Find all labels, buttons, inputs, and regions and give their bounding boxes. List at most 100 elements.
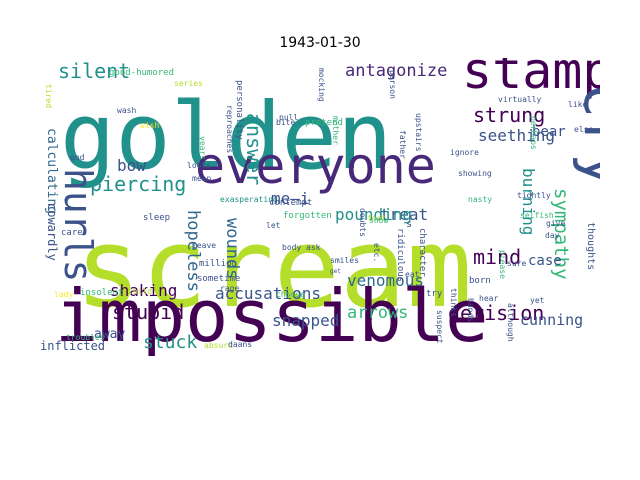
- word-ask: ask: [306, 243, 321, 252]
- word-although: although: [506, 303, 515, 342]
- word-thoughts: thoughts: [585, 222, 596, 270]
- word-series: series: [174, 79, 203, 88]
- word-eat: eat: [405, 270, 420, 279]
- word-stuck: stuck: [143, 332, 197, 353]
- word-wounds: wounds: [222, 218, 242, 279]
- word-sleep: sleep: [143, 213, 170, 223]
- word-bite: bite: [276, 118, 295, 127]
- word-me-i: me—i: [271, 189, 310, 208]
- word-yet: yet: [530, 296, 545, 305]
- word-cunning: cunning: [520, 311, 583, 329]
- word-choose: choose: [276, 290, 305, 299]
- word-reproaches: reproaches: [225, 105, 234, 153]
- word-derision: derision: [448, 301, 544, 325]
- word-piercing: piercing: [90, 172, 186, 196]
- word-mean: mean: [192, 174, 211, 183]
- word-golden: golden: [60, 83, 392, 190]
- word-looks: looks: [187, 161, 211, 170]
- word-years: years: [198, 136, 207, 160]
- word-selfish: selfish: [520, 211, 554, 220]
- word-suspect: suspect: [435, 310, 444, 344]
- word-etc: etc.: [372, 243, 381, 262]
- word-sometime: sometime: [197, 274, 240, 284]
- word-pretend: pretend: [305, 118, 343, 128]
- word-antagonize: antagonize: [345, 61, 447, 81]
- word-silent: silent: [58, 59, 130, 83]
- word-million: million: [199, 259, 237, 269]
- word-calculating: calculating: [44, 128, 59, 214]
- word-try: try: [426, 289, 443, 299]
- word-wish: wish: [140, 121, 159, 130]
- word-absurd: absurd: [204, 341, 233, 350]
- word-cloud: scream golden impossible everyone stamp cry hu…: [40, 58, 600, 358]
- word-pull: pull: [279, 113, 298, 122]
- word-leave: leave: [192, 241, 216, 250]
- word-hopeless: hopeless: [183, 210, 203, 292]
- word-doubts: doubts: [358, 208, 367, 237]
- word-snapped: snapped: [272, 311, 339, 330]
- word-burning: burning: [519, 168, 538, 235]
- word-foot: foot: [367, 214, 386, 223]
- word-scream: scream: [75, 204, 472, 332]
- word-virtually: virtually: [498, 95, 542, 104]
- word-away: away: [94, 327, 125, 342]
- word-sympathy: sympathy: [550, 188, 572, 280]
- word-born: born: [469, 276, 491, 286]
- word-inflicted: inflicted: [40, 339, 105, 353]
- word-hands: hands: [466, 298, 475, 322]
- word-upstairs: upstairs: [414, 113, 423, 152]
- word-seething: seething: [478, 126, 555, 145]
- word-strung: strung: [473, 103, 545, 127]
- word-exasperating: exasperating: [220, 195, 278, 204]
- word-case: case: [528, 253, 562, 269]
- word-sure: sure: [507, 259, 526, 268]
- word-treat: treat: [380, 205, 428, 224]
- word-person: person: [388, 70, 397, 99]
- word-venomous: venomous: [347, 271, 424, 290]
- word-hurls: hurls: [56, 168, 100, 282]
- word-bow: bow: [117, 156, 146, 175]
- word-everyone: everyone: [195, 137, 436, 195]
- word-cry: cry: [571, 83, 600, 188]
- word-give: give: [546, 219, 565, 228]
- word-mother: mother: [331, 116, 340, 145]
- word-nasty: nasty: [468, 195, 492, 204]
- word-shaking: shaking: [110, 281, 177, 300]
- word-else: else: [574, 125, 593, 134]
- word-good-humored: good-humored: [109, 68, 174, 78]
- word-daans: daans: [228, 340, 252, 349]
- word-like: like: [568, 100, 587, 109]
- word-showing: showing: [458, 169, 492, 178]
- word-arrows: arrows: [347, 303, 408, 323]
- word-perhaps: perhaps: [529, 116, 538, 150]
- word-bear: bear: [532, 124, 566, 140]
- word-god: god: [70, 153, 85, 162]
- word-mocking: mocking: [317, 68, 326, 102]
- word-thinks: thinks: [449, 288, 458, 317]
- word-day: day: [545, 231, 560, 240]
- word-get: get: [330, 268, 341, 275]
- word-insolent: insolent: [80, 288, 123, 298]
- word-please: please: [498, 250, 507, 279]
- word-show: show: [369, 216, 388, 225]
- word-child: child: [128, 287, 152, 296]
- chart-title: 1943-01-30: [279, 35, 361, 51]
- word-character: character: [417, 228, 427, 277]
- word-tired: tired: [44, 84, 53, 108]
- word-mind: mind: [473, 245, 521, 269]
- word-answer: answer: [242, 113, 266, 185]
- word-wash: wash: [117, 106, 136, 115]
- word-forgotten: forgotten: [283, 211, 332, 221]
- word-rage: rage: [220, 284, 239, 293]
- word-father: father: [398, 130, 407, 159]
- word-troubles: troubles: [66, 333, 105, 342]
- word-let: let: [266, 221, 281, 230]
- word-s: s: [406, 219, 412, 230]
- word-smiles: smiles: [330, 256, 359, 265]
- word-tightly: tightly: [517, 191, 551, 200]
- word-pounding: pounding: [335, 205, 412, 224]
- word-body: body: [282, 243, 301, 252]
- word-stamp: stamp: [462, 58, 600, 100]
- word-care: care: [61, 228, 83, 238]
